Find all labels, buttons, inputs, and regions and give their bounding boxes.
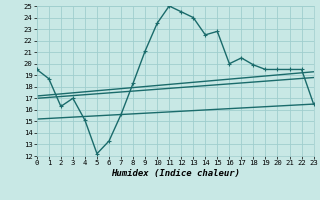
X-axis label: Humidex (Indice chaleur): Humidex (Indice chaleur) [111, 169, 240, 178]
